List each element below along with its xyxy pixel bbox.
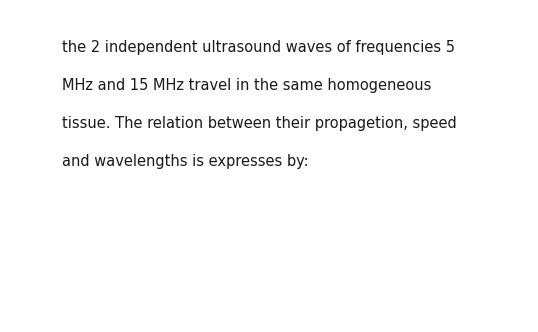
- Text: the 2 independent ultrasound waves of frequencies 5: the 2 independent ultrasound waves of fr…: [62, 40, 455, 55]
- Text: MHz and 15 MHz travel in the same homogeneous: MHz and 15 MHz travel in the same homoge…: [62, 78, 431, 93]
- Text: and wavelengths is expresses by:: and wavelengths is expresses by:: [62, 154, 308, 169]
- Text: tissue. The relation between their propagetion, speed: tissue. The relation between their propa…: [62, 116, 457, 131]
